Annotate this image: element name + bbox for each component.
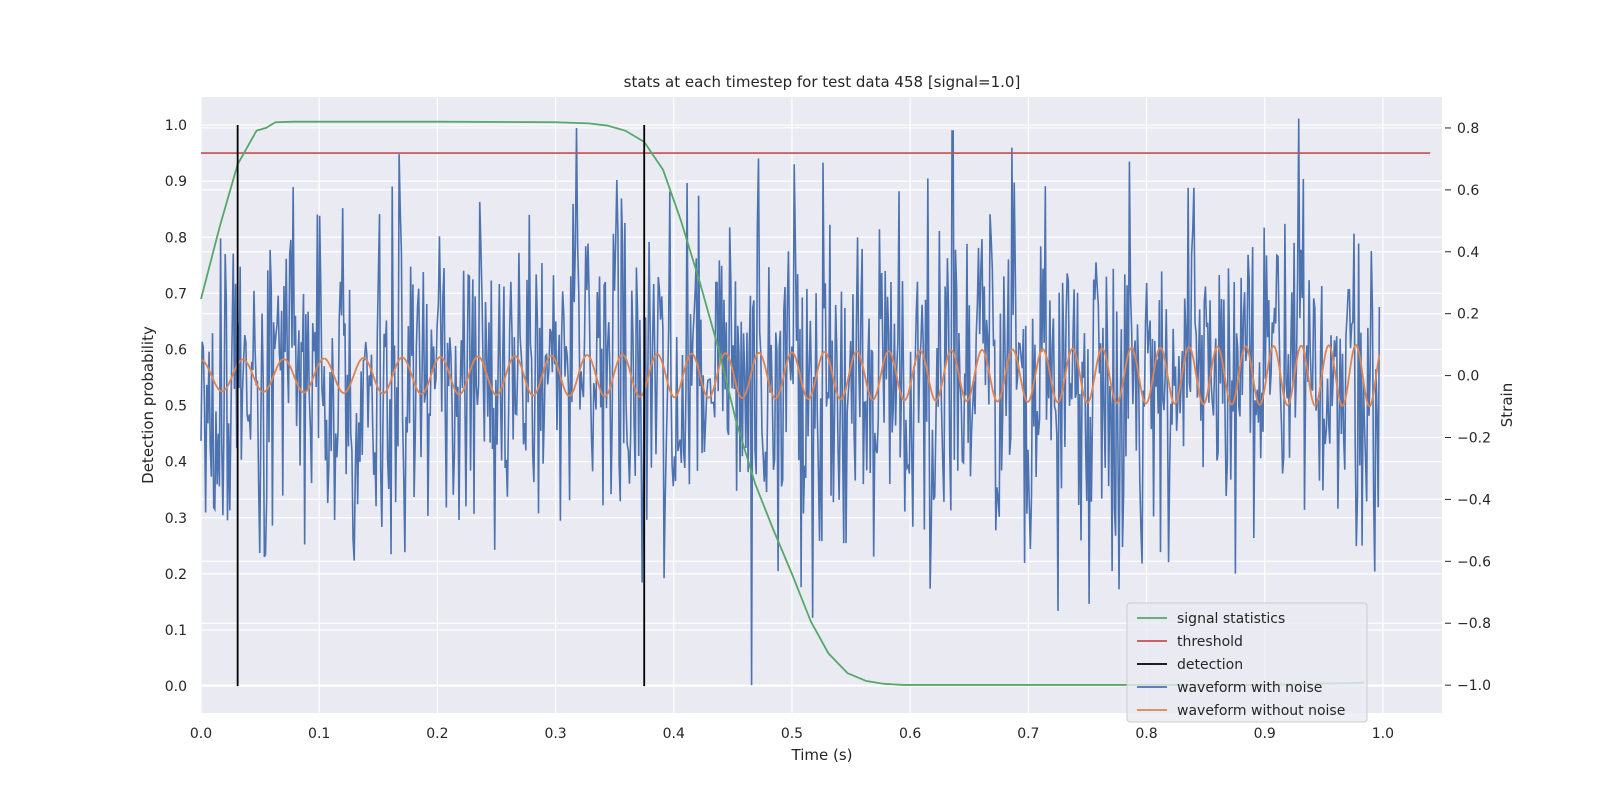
y-left-tick-label: 0.2 [165, 567, 187, 583]
y-left-tick-label: 0.8 [165, 230, 187, 246]
y-right-tick-label: −0.4 [1457, 492, 1491, 508]
y-right-tick-label: −0.6 [1457, 554, 1491, 570]
x-tick-label: 0.7 [1017, 726, 1039, 742]
x-tick-label: 0.6 [899, 726, 921, 742]
legend-label: threshold [1177, 634, 1243, 650]
x-tick-label: 0.2 [426, 726, 448, 742]
y-left-tick-label: 0.3 [165, 511, 187, 527]
y-right-tick-label: 0.8 [1457, 121, 1479, 137]
y-right-tick-label: −1.0 [1457, 678, 1491, 694]
y-left-tick-label: 0.5 [165, 399, 187, 415]
y-right-tick-label: −0.8 [1457, 616, 1491, 632]
series-signal-statistics [200, 120, 1365, 686]
y-right-tick-label: −0.2 [1457, 431, 1491, 447]
x-tick-label: 0.5 [781, 726, 803, 742]
legend-box [1126, 602, 1368, 723]
legend-label: signal statistics [1177, 611, 1285, 627]
x-axis-label: Time (s) [791, 746, 853, 764]
y-right-tick-label: 0.4 [1457, 245, 1479, 261]
y-left-tick-label: 0.9 [165, 174, 187, 190]
x-tick-label: 0.3 [544, 726, 566, 742]
series-detection [236, 125, 646, 687]
y-right-tick-label: 0.0 [1457, 369, 1479, 385]
line-waveform-without-noise [200, 343, 1381, 408]
x-tick-label: 0.1 [308, 726, 330, 742]
x-tick-labels: 0.0 0.1 0.2 0.3 0.4 0.5 0.6 0.7 0.8 0.9 1.0 [190, 726, 1394, 742]
chart-title: stats at each timestep for test data 458… [624, 73, 1021, 91]
y-left-tick-label: 0.7 [165, 286, 187, 302]
y-axis-right-label: Strain [1498, 383, 1516, 427]
y-right-tick-label: 0.6 [1457, 183, 1479, 199]
y-left-tick-label: 0.1 [165, 623, 187, 639]
y-left-tick-label: 0.0 [165, 679, 187, 695]
series-waveform-with-noise [200, 118, 1381, 686]
x-tick-label: 0.0 [190, 726, 212, 742]
x-tick-label: 1.0 [1372, 726, 1394, 742]
y-left-tick-labels: 0.0 0.1 0.2 0.3 0.4 0.5 0.6 0.7 0.8 0.9 1.0 [165, 118, 187, 695]
x-tick-label: 0.4 [663, 726, 685, 742]
y-right-tick-label: 0.2 [1457, 307, 1479, 323]
legend-label: waveform without noise [1177, 703, 1345, 719]
line-signal-statistics [200, 120, 1365, 686]
x-tick-label: 0.9 [1254, 726, 1276, 742]
line-waveform-with-noise [200, 118, 1381, 686]
y-left-tick-label: 0.6 [165, 342, 187, 358]
legend-label: detection [1177, 657, 1243, 673]
y-right-tick-labels: −1.0 −0.8 −0.6 −0.4 −0.2 0.0 0.2 0.4 0.6 0.8 [1445, 121, 1491, 694]
y-left-tick-label: 0.4 [165, 455, 187, 471]
y-axis-left-label: Detection probability [139, 326, 157, 484]
series-waveform-without-noise [200, 343, 1381, 408]
x-tick-label: 0.8 [1135, 726, 1157, 742]
legend: signal statistics threshold detection wavef… [1126, 602, 1368, 723]
legend-label: waveform with noise [1177, 680, 1322, 696]
y-left-tick-label: 1.0 [165, 118, 187, 134]
